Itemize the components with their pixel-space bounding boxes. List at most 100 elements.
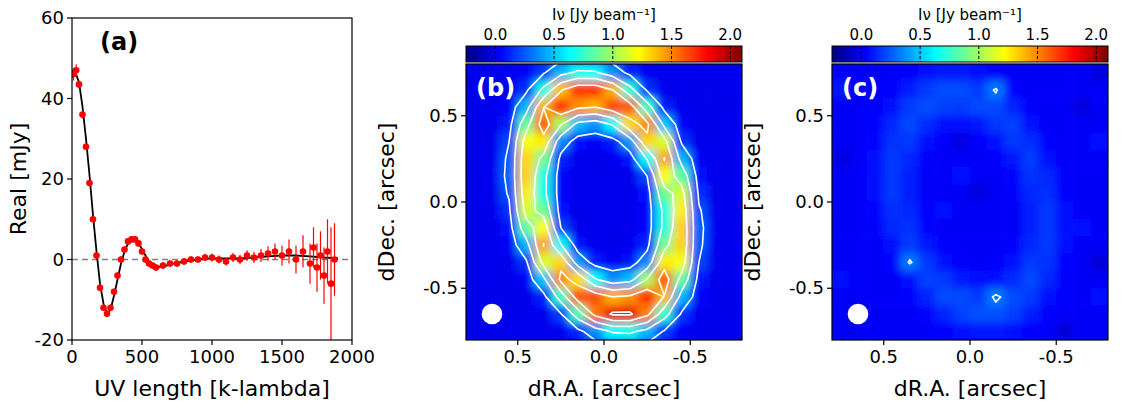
cell — [483, 133, 501, 151]
data-point — [83, 144, 90, 151]
cell — [832, 219, 850, 237]
cell — [707, 167, 725, 185]
image-area — [466, 64, 742, 340]
cell — [690, 271, 708, 289]
colorbar-tick — [978, 46, 979, 62]
y-tick — [67, 178, 72, 179]
cell — [935, 236, 953, 254]
colorbar-tick — [612, 46, 613, 62]
cell — [883, 271, 901, 289]
cell — [569, 150, 587, 168]
cell — [517, 322, 535, 340]
cell — [832, 133, 850, 151]
cell — [1073, 167, 1091, 185]
cell — [655, 253, 673, 271]
cell — [1056, 271, 1074, 289]
cell — [952, 305, 970, 323]
cell — [638, 305, 656, 323]
cell — [849, 253, 867, 271]
colorbar-tick — [554, 46, 555, 62]
colorbar-tick-label: 0.0 — [483, 26, 507, 44]
data-point — [244, 252, 251, 259]
cell — [849, 288, 867, 306]
cell — [1090, 184, 1108, 202]
colorbar-tick — [1096, 46, 1097, 62]
cell — [952, 271, 970, 289]
cell — [655, 202, 673, 220]
cell — [707, 150, 725, 168]
cell — [987, 305, 1005, 323]
y-tick-label: -0.5 — [423, 277, 458, 298]
data-point — [153, 264, 160, 271]
cell — [466, 236, 484, 254]
cell — [1056, 133, 1074, 151]
x-tick-label: -0.5 — [673, 346, 708, 367]
data-point — [97, 284, 104, 291]
cell — [901, 150, 919, 168]
cell — [901, 219, 919, 237]
cell — [586, 167, 604, 185]
cell — [1056, 98, 1074, 116]
cell — [970, 64, 988, 82]
cell — [918, 305, 936, 323]
cell — [1090, 236, 1108, 254]
cell — [935, 271, 953, 289]
cell — [586, 150, 604, 168]
cell — [952, 150, 970, 168]
cell — [970, 253, 988, 271]
data-point — [331, 256, 338, 263]
cell — [586, 236, 604, 254]
frame — [466, 64, 742, 340]
cell — [673, 322, 691, 340]
cell — [952, 184, 970, 202]
y-axis-title: Real [mJy] — [6, 123, 31, 236]
cell — [517, 150, 535, 168]
y-tick-label: 0.5 — [795, 105, 824, 126]
cell — [466, 305, 484, 323]
cell — [500, 115, 518, 133]
cell — [866, 271, 884, 289]
y-tick-label: 20 — [41, 168, 64, 189]
cell — [987, 133, 1005, 151]
cell — [707, 81, 725, 99]
cell — [690, 322, 708, 340]
cell — [1056, 81, 1074, 99]
colorbar-tick — [671, 46, 672, 62]
x-axis-title: UV length [k-lambda] — [94, 376, 330, 401]
cell — [1004, 184, 1022, 202]
cell — [901, 115, 919, 133]
cell — [673, 236, 691, 254]
x-axis-title: dR.A. [arcsec] — [894, 376, 1047, 401]
y-tick-label: 0 — [53, 249, 64, 270]
y-tick — [827, 201, 832, 202]
cell — [1021, 115, 1039, 133]
cell — [673, 98, 691, 116]
cell — [1073, 253, 1091, 271]
cell — [866, 150, 884, 168]
cell — [952, 98, 970, 116]
y-tick-label: 0.5 — [429, 105, 458, 126]
data-point — [139, 248, 146, 255]
cell — [638, 184, 656, 202]
cell — [604, 271, 622, 289]
cell — [621, 219, 639, 237]
cell — [1021, 133, 1039, 151]
cell — [1004, 115, 1022, 133]
cell — [866, 202, 884, 220]
cell — [987, 98, 1005, 116]
cell — [535, 305, 553, 323]
cell — [883, 253, 901, 271]
cell — [901, 288, 919, 306]
cell — [1073, 115, 1091, 133]
cell — [707, 202, 725, 220]
cell — [849, 167, 867, 185]
data-point — [118, 256, 125, 263]
cell — [1073, 288, 1091, 306]
colorbar-title: Iν [Jy beam⁻¹] — [552, 6, 656, 24]
cell — [1039, 236, 1057, 254]
cell — [901, 133, 919, 151]
cell — [1004, 288, 1022, 306]
x-tick-label: 0.0 — [956, 346, 985, 367]
cell — [901, 236, 919, 254]
cell — [1039, 288, 1057, 306]
